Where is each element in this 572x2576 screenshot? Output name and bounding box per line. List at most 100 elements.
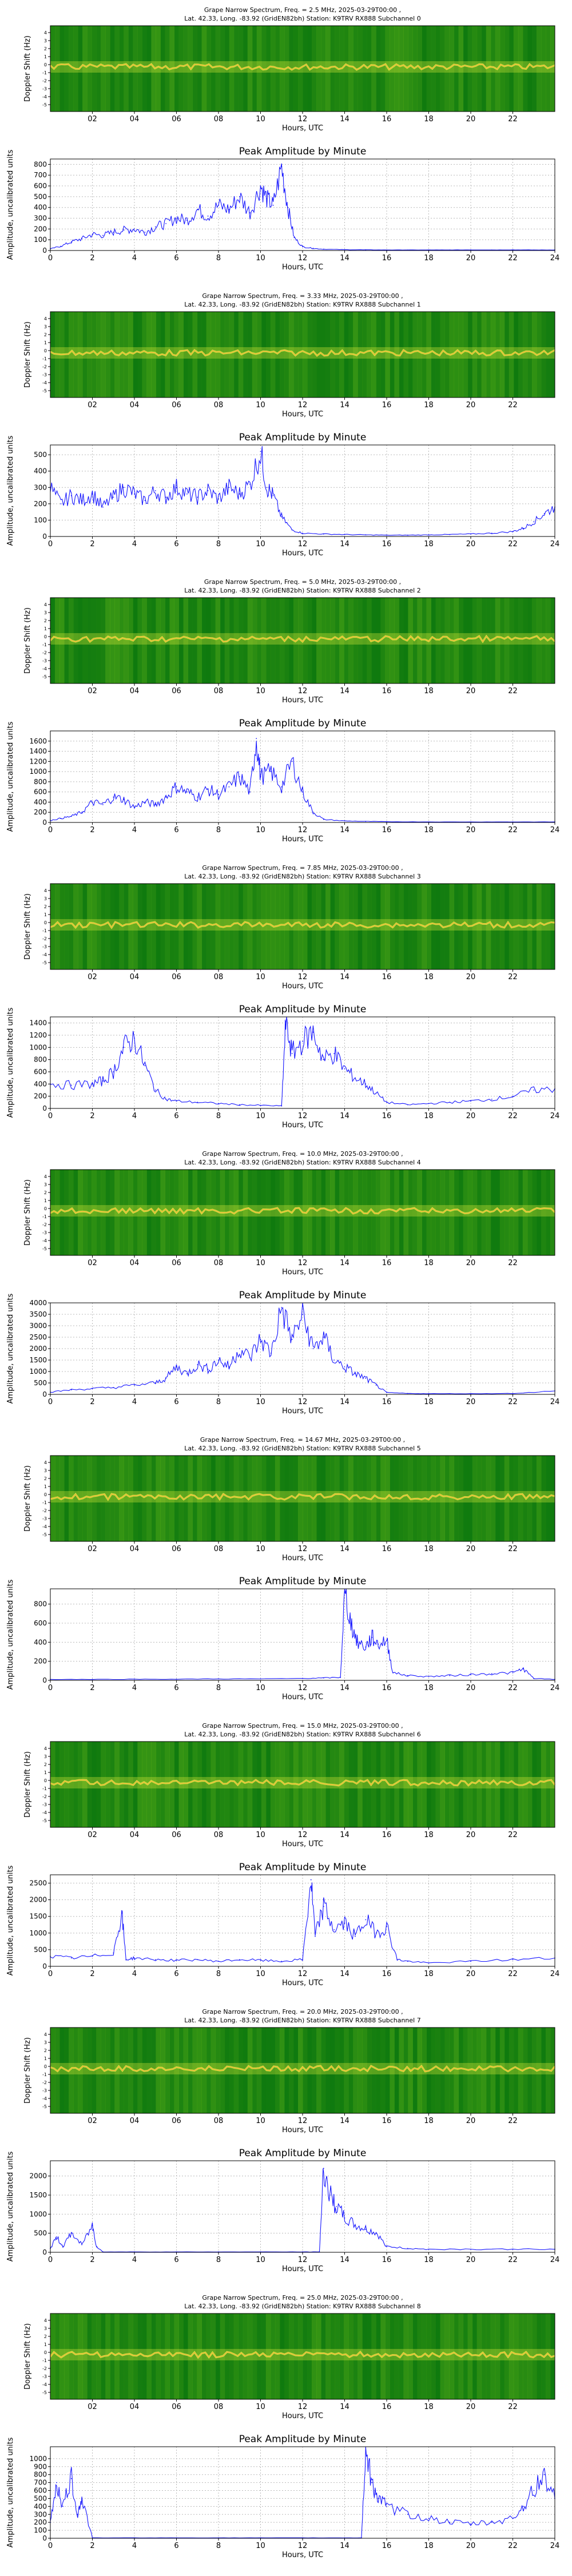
spectrogram-streak — [69, 1742, 74, 1827]
y-axis-label: Amplitude, uncalibrated units — [6, 1293, 15, 1404]
data-point — [176, 1959, 177, 1961]
spectrogram-streak — [220, 1456, 225, 1541]
spectrogram-streak — [463, 1742, 468, 1827]
x-tick-label: 18 — [424, 687, 434, 695]
x-tick-label: 14 — [340, 401, 349, 410]
spectrogram-streak — [160, 884, 165, 969]
spectrogram-streak — [380, 26, 386, 112]
x-tick-label: 04 — [130, 2403, 140, 2411]
spectrogram-streak — [174, 2028, 180, 2113]
spectrogram-streak — [444, 1456, 450, 1541]
x-tick-label: 0 — [48, 2256, 53, 2264]
spectrogram-streak — [92, 1170, 97, 1255]
data-point — [350, 1623, 352, 1624]
x-tick-label: 10 — [256, 687, 265, 695]
data-point — [315, 1935, 316, 1937]
y-tick-label: -1 — [42, 2358, 47, 2363]
data-point — [386, 1102, 387, 1103]
spectrogram-streak — [220, 312, 225, 397]
spectrogram-streak — [499, 2028, 505, 2113]
spectrogram-streak — [297, 1456, 303, 1541]
spectrogram-streak — [463, 2313, 468, 2399]
y-tick-label: 600 — [34, 2487, 47, 2495]
data-point — [281, 786, 283, 788]
data-point — [365, 1646, 367, 1648]
y-tick-label: 500 — [34, 1379, 47, 1387]
x-tick-label: 18 — [424, 1259, 434, 1267]
spectrogram-streak — [233, 1456, 239, 1541]
spectrogram-streak — [124, 26, 129, 112]
spectrogram-streak — [243, 598, 248, 683]
spectrogram-streak — [178, 1170, 184, 1255]
data-point — [134, 1385, 135, 1386]
x-tick-label: 4 — [132, 1684, 137, 1692]
x-tick-label: 22 — [508, 540, 518, 548]
data-point — [228, 1366, 230, 1367]
x-tick-label: 8 — [216, 1398, 221, 1406]
data-point — [281, 1105, 283, 1107]
data-point — [186, 1373, 188, 1374]
y-tick-label: -1 — [42, 356, 47, 361]
spectrogram-streak — [210, 26, 216, 112]
spectrogram-streak — [188, 598, 193, 683]
spectrogram-streak — [119, 2313, 124, 2399]
spectrogram-streak — [412, 1170, 418, 1255]
spectrogram-streak — [394, 1170, 399, 1255]
x-tick-label: 16 — [382, 687, 392, 695]
x-tick-label: 0 — [48, 2542, 53, 2550]
spectrogram-streak — [390, 598, 395, 683]
spectrogram-streak — [303, 1742, 308, 1827]
spectrogram-streak — [284, 884, 289, 969]
y-tick-label: 400 — [34, 204, 47, 212]
data-point — [165, 496, 166, 498]
spectrogram-streak — [156, 2028, 161, 2113]
spectrogram-streak — [133, 884, 138, 969]
spectrogram-streak — [142, 26, 147, 112]
spectrogram-streak — [128, 312, 133, 397]
spectrogram-streak — [481, 1456, 487, 1541]
spectrogram-streak — [261, 26, 267, 112]
spectrogram-streak — [146, 312, 152, 397]
y-tick-label: 1600 — [29, 737, 47, 745]
y-tick-label: 2 — [44, 332, 47, 337]
spectrogram-streak — [215, 598, 221, 683]
spectrogram-streak — [385, 1170, 390, 1255]
data-point — [371, 1637, 373, 1638]
spectrogram-streak — [422, 1742, 427, 1827]
spectrogram-streak — [394, 884, 399, 969]
spectrogram-panel: Grape Narrow Spectrum, Freq. = 7.85 MHz,… — [23, 864, 555, 991]
spectrogram-streak — [431, 1170, 436, 1255]
data-point — [323, 1059, 324, 1060]
y-tick-label: 200 — [34, 1092, 47, 1100]
y-tick-label: 1 — [44, 2342, 47, 2347]
spectrogram-panel: Grape Narrow Spectrum, Freq. = 15.0 MHz,… — [23, 1722, 556, 1848]
data-point — [144, 232, 146, 233]
spectrogram-title-line2: Lat. 42.33, Long. -83.92 (GridEN82bh) St… — [184, 1731, 420, 1738]
data-point — [407, 1104, 408, 1106]
spectrogram-streak — [288, 2313, 294, 2399]
spectrogram-streak — [541, 1456, 546, 1541]
spectrogram-streak — [380, 884, 386, 969]
chart-title: Peak Amplitude by Minute — [239, 2148, 367, 2159]
spectrogram-streak — [522, 2028, 528, 2113]
spectrogram-streak — [472, 1456, 478, 1541]
spectrogram-streak — [385, 312, 390, 397]
y-tick-label: 1400 — [29, 1019, 47, 1027]
spectrogram-streak — [504, 26, 510, 112]
y-tick-label: 600 — [34, 182, 47, 190]
y-tick-label: 100 — [34, 2526, 47, 2534]
spectrogram-streak — [82, 312, 88, 397]
spectrogram-streak — [316, 1742, 321, 1827]
x-tick-label: 12 — [298, 1398, 308, 1406]
y-tick-label: 100 — [34, 236, 47, 244]
data-point — [239, 1348, 240, 1349]
spectrogram-streak — [137, 1456, 142, 1541]
x-tick-label: 10 — [256, 1684, 265, 1692]
spectrogram-streak — [69, 1170, 74, 1255]
x-tick-label: 14 — [340, 687, 349, 695]
y-tick-label: -3 — [42, 86, 47, 92]
spectrogram-streak — [188, 1742, 193, 1827]
x-tick-label: 08 — [214, 401, 224, 410]
